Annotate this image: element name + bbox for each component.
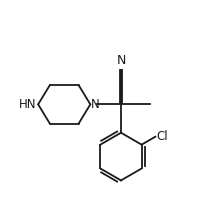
Text: Cl: Cl bbox=[156, 130, 168, 143]
Text: N: N bbox=[116, 54, 126, 67]
Text: HN: HN bbox=[19, 98, 37, 111]
Text: N: N bbox=[91, 98, 100, 111]
